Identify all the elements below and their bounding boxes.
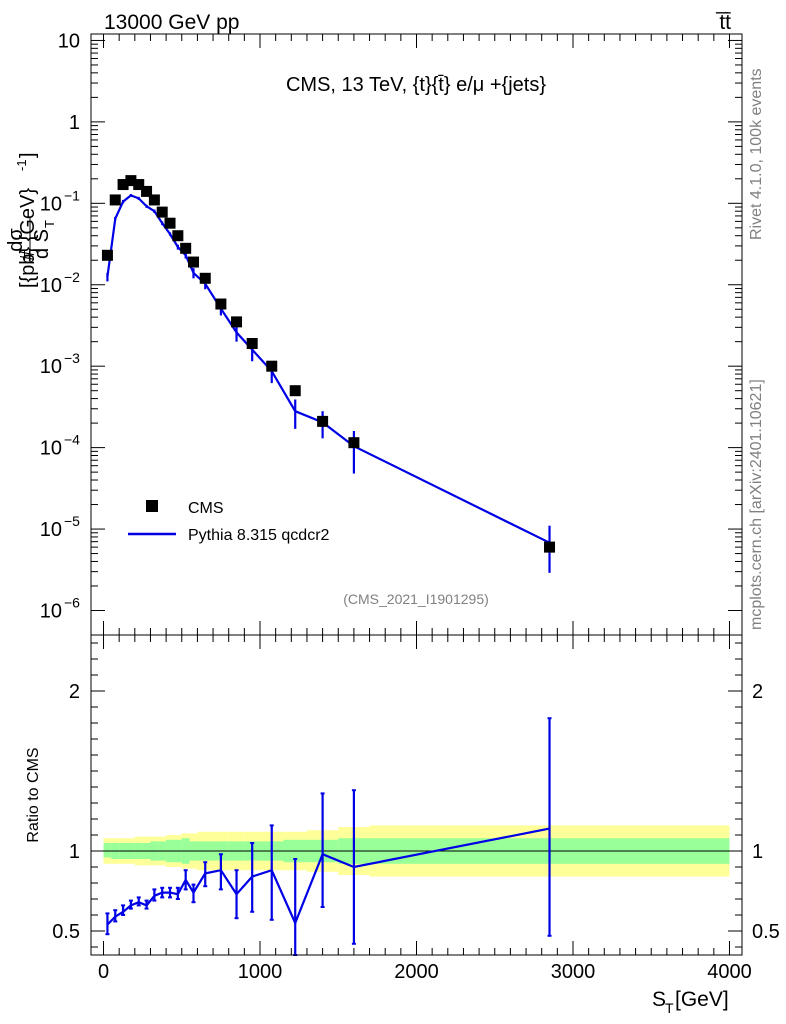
main-ytick-label: 10 (40, 438, 62, 460)
ratio-ytick-label: 2 (69, 681, 80, 703)
cms-data-point (215, 298, 227, 310)
ratio-ytick-label: 1 (69, 841, 80, 863)
ylabel-units: [{pb} {GeV} (17, 188, 39, 288)
ratio-ytick-label-right: 2 (752, 681, 763, 703)
ratio-ytick-label: 0.5 (52, 921, 80, 943)
ratio-xtick-label: 1000 (238, 961, 283, 983)
main-ytick-exp: −6 (64, 594, 80, 610)
main-ytick-exp: −3 (64, 350, 80, 366)
main-ytick-exp: −4 (64, 432, 80, 448)
header-left: 13000 GeV pp (104, 11, 239, 34)
legend: CMS Pythia 8.315 qcdcr2 (128, 500, 330, 544)
legend-pythia-label: Pythia 8.315 qcdcr2 (188, 527, 330, 544)
mc-line (106, 194, 550, 544)
cms-data-point (246, 337, 258, 349)
cms-data-point (199, 272, 211, 284)
cms-data-point (156, 206, 168, 218)
cms-data-point (133, 179, 145, 191)
ylabel-units-close: ] (17, 152, 39, 158)
main-ytick-label: 10 (40, 193, 62, 215)
cms-data-point (141, 185, 153, 197)
ratio-frame (90, 634, 743, 956)
cms-data-point (317, 415, 329, 427)
cms-data-point (188, 256, 200, 268)
ratio-xtick-label: 0 (98, 961, 109, 983)
cms-data-point (266, 360, 278, 372)
xlabel-units: [GeV] (675, 988, 729, 1011)
ratio-ytick-label-right: 0.5 (752, 921, 780, 943)
main-ytick-label: 10 (40, 519, 62, 541)
watermark: (CMS_2021_I1901295) (343, 591, 489, 607)
ratio-xlabel: S T [GeV] (652, 988, 729, 1016)
ylabel-den: d S (31, 229, 53, 259)
ylabel-den-sub: T (42, 220, 57, 228)
ratio-band-inner (103, 843, 112, 858)
ratio-line (106, 827, 550, 926)
main-ytick-label: 10 (58, 30, 80, 52)
main-ylabel: # (17, 249, 39, 261)
cms-data-point (180, 242, 192, 254)
main-ylabel-frac: dσ d S T (5, 218, 57, 262)
cms-data-point (109, 194, 121, 206)
ratio-marks (105, 717, 552, 956)
ratio-ytick-label-right: 1 (752, 841, 763, 863)
mcplots-label: mcplots.cern.ch [arXiv:2401.10621] (748, 379, 765, 630)
ratio-axes: 0.5 0.5 1 1 2 2 0 1000 2000 3000 4000 (52, 635, 780, 983)
main-ytick-label: 1 (69, 112, 80, 134)
cms-data-point (148, 194, 160, 206)
xlabel-main: S (652, 988, 666, 1011)
ylabel-prefix: # (17, 249, 39, 261)
main-marks (101, 175, 556, 573)
cms-data-point (348, 437, 360, 449)
cms-data-point (289, 385, 301, 397)
cms-data-point (544, 541, 556, 553)
cms-data-point (172, 230, 184, 242)
cms-data-point (164, 217, 176, 229)
ratio-xtick-label: 2000 (394, 961, 439, 983)
cms-data-point (101, 249, 113, 261)
main-ylabel-text: # (17, 249, 39, 261)
ratio-xtick-label: 3000 (551, 961, 596, 983)
legend-cms-marker (146, 500, 158, 512)
main-ytick-exp: −2 (64, 269, 80, 285)
legend-cms-label: CMS (188, 500, 224, 517)
main-ylabel-units: [{pb} {GeV} -1 ] (14, 152, 39, 288)
ratio-bands (91, 825, 742, 877)
header-right: t̅t̄ (715, 11, 731, 34)
ratio-panel: 0.5 0.5 1 1 2 2 0 1000 2000 3000 4000 Ratio to CMS… (25, 634, 780, 1016)
main-ytick-exp: −5 (64, 513, 80, 529)
cms-data-point (117, 179, 129, 191)
ylabel-units-sup: -1 (14, 159, 29, 171)
cms-data-point (231, 316, 243, 328)
main-ytick-exp: −1 (64, 187, 80, 203)
xlabel-sub: T (665, 1000, 674, 1016)
main-ytick-label: 10 (40, 356, 62, 378)
cms-data-point (125, 175, 137, 187)
main-ytick-label: 10 (40, 600, 62, 622)
ylabel-num: dσ (5, 228, 27, 252)
main-title: CMS, 13 TeV, {t}{t̄} e/μ +{jets} (286, 74, 546, 96)
ratio-ylabel: Ratio to CMS (25, 747, 42, 842)
main-xticks (103, 34, 730, 635)
main-frame (90, 33, 743, 636)
rivet-label: Rivet 4.1.0, 100k events (748, 68, 765, 240)
ratio-xtick-label: 4000 (707, 961, 752, 983)
main-ytick-label: 10 (40, 275, 62, 297)
